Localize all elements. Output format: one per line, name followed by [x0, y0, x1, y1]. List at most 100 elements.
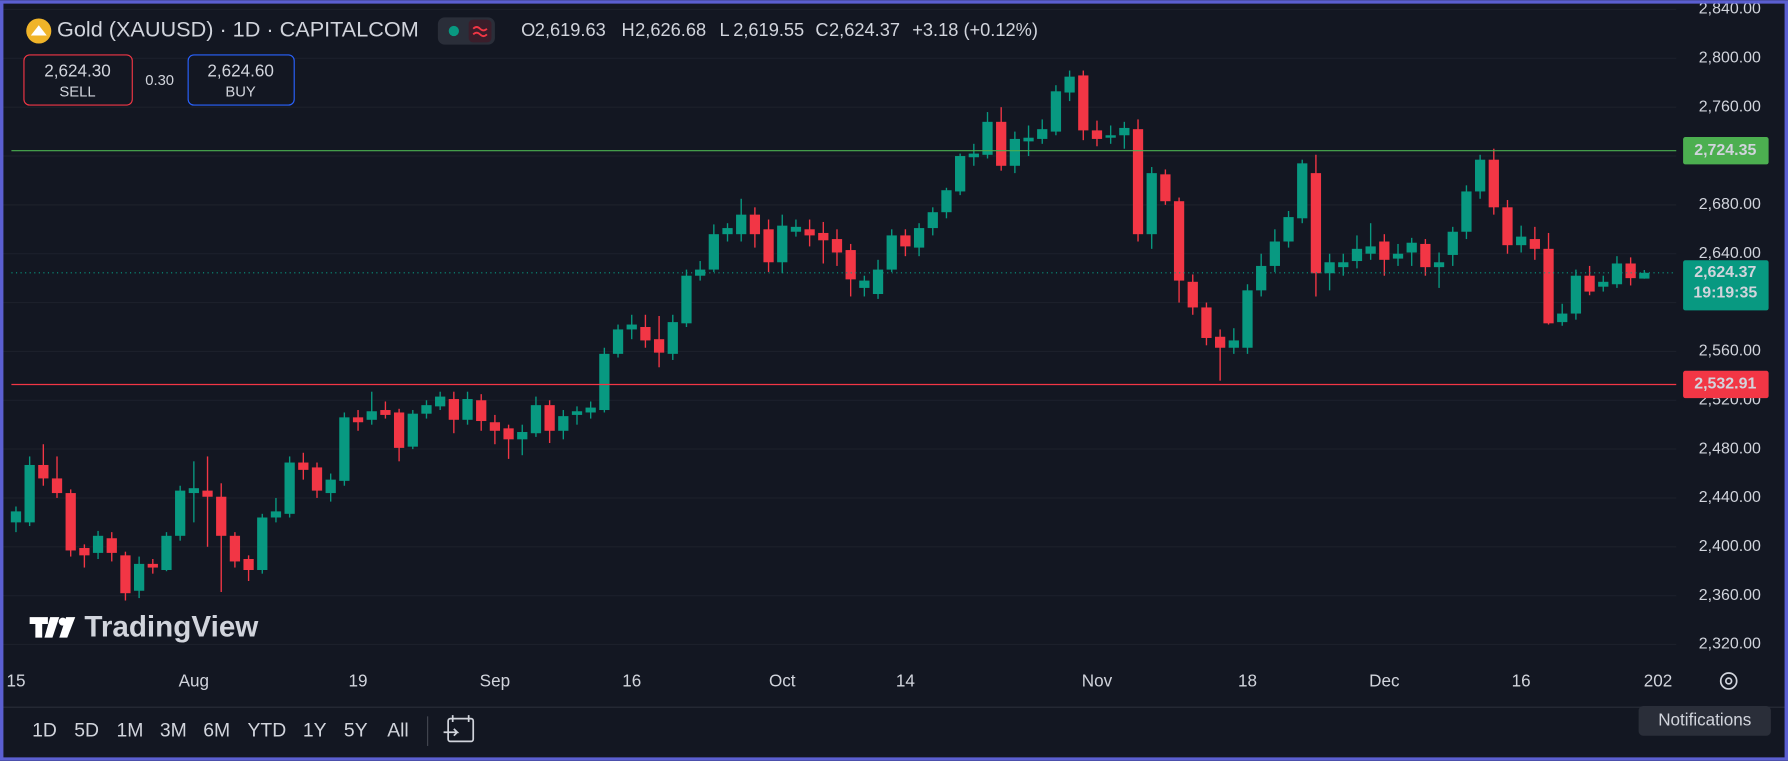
candle-body [448, 399, 459, 420]
ohlc-key: H [621, 19, 634, 40]
candle-body [1529, 239, 1540, 249]
candle-body [1338, 262, 1349, 268]
candle-body [65, 493, 76, 551]
timeframe-button[interactable]: 6M [203, 719, 230, 741]
buy-price: 2,624.60 [207, 62, 274, 81]
candle-body [1584, 275, 1595, 292]
candle-body [1105, 135, 1116, 138]
candle-body [517, 432, 528, 440]
candle-body [216, 496, 227, 536]
candle-body [1269, 241, 1280, 266]
status-dot [448, 25, 459, 37]
x-tick-label: 15 [6, 672, 25, 691]
sell-label: SELL [59, 84, 95, 100]
candle-body [1146, 173, 1157, 235]
timeframe-button[interactable]: 1Y [303, 719, 327, 741]
candle-body [599, 353, 610, 411]
y-tick-label: 2,680.00 [1699, 196, 1761, 213]
sell-price: 2,624.30 [44, 62, 111, 81]
candle-body [1392, 253, 1404, 259]
timeframe-button[interactable]: 5D [74, 719, 99, 741]
candle-body [407, 413, 418, 447]
candle-body [270, 511, 282, 518]
timeframe-button[interactable]: 3M [160, 719, 187, 741]
candle-body [626, 324, 637, 330]
candle-body [462, 399, 473, 420]
symbol-title[interactable]: Gold (XAUUSD) · 1D · CAPITALCOM [57, 17, 419, 42]
candle-body [1365, 246, 1376, 254]
candle-body [913, 228, 925, 248]
plot-area: 2,320.00 2,360.00 2,400.00 2,440.00 2,480.00… [0, 1, 1769, 691]
candle-body [640, 326, 651, 341]
candle-body [1639, 272, 1650, 279]
candle-body [147, 563, 158, 568]
ohlc-key: C [815, 19, 828, 40]
y-tick-label: 2,560.00 [1699, 343, 1761, 360]
buy-button[interactable] [187, 54, 295, 106]
spread: 0.30 [145, 73, 174, 89]
timeframe-button[interactable]: YTD [247, 719, 286, 741]
candle-body [38, 464, 49, 479]
candle-body [175, 490, 186, 536]
ohlc-value: 2,626.68 [635, 19, 706, 40]
candle-body [393, 412, 405, 448]
y-tick-label: 2,800.00 [1699, 50, 1761, 67]
settings-button[interactable] [1719, 672, 1738, 690]
sell-button[interactable] [23, 54, 133, 106]
timeframe-button[interactable]: 5Y [344, 719, 368, 741]
candle-body [1516, 236, 1527, 246]
candle-body [1447, 231, 1458, 255]
candle-body [1256, 265, 1267, 291]
last-price-tag [1683, 260, 1769, 311]
candle-body [1611, 263, 1623, 285]
candle-body [1201, 307, 1212, 338]
candle-body [1173, 201, 1185, 281]
candle-body [243, 559, 254, 570]
candle-body [10, 511, 22, 523]
candle-body [257, 517, 268, 570]
candle-body [106, 538, 117, 553]
candle-body [667, 322, 678, 354]
candle-body [558, 416, 569, 431]
timeframe-button[interactable]: 1D [32, 719, 57, 741]
settings-icon [1724, 677, 1733, 685]
candle-body [886, 235, 897, 270]
y-tick-label: 2,760.00 [1699, 98, 1761, 115]
candle-body [92, 535, 104, 553]
candle-body [763, 229, 774, 263]
watermark-logo [59, 617, 76, 638]
candle-body [1379, 241, 1390, 260]
candle-body [1283, 217, 1294, 242]
candle-body [1420, 243, 1431, 268]
candle-body [435, 396, 446, 407]
y-tick-label: 2,640.00 [1699, 245, 1761, 262]
candle-body [1091, 130, 1103, 139]
candle-body [1433, 262, 1445, 268]
candle-body [1474, 159, 1486, 192]
timeframe-button[interactable]: All [387, 719, 409, 741]
last-price-label: 2,624.37 [1694, 264, 1756, 281]
ohlc-legend: O 2,619.63 H 2,626.68 L 2,619.55 C 2,624.37 +3.1… [521, 19, 1038, 40]
x-tick-label: 16 [1512, 672, 1531, 691]
candle-body [749, 214, 761, 235]
candle-body [188, 488, 199, 494]
timeframe-button[interactable]: 1M [117, 719, 144, 741]
candle-body [1502, 207, 1513, 246]
candle-body [229, 535, 241, 562]
candle-body [831, 239, 843, 253]
candle-body [1214, 336, 1226, 348]
goto-date-button[interactable] [447, 717, 475, 743]
candle-body [1064, 76, 1075, 93]
y-tick-label: 2,360.00 [1699, 587, 1761, 604]
candle-body [804, 229, 815, 236]
ohlc-value: 2,619.55 [733, 19, 804, 40]
candle-body [612, 329, 624, 354]
y-tick-label: 2,440.00 [1699, 489, 1761, 506]
x-tick-label: 14 [896, 672, 915, 691]
candle-body [859, 280, 870, 288]
candle-body [1488, 159, 1499, 208]
candle-body [1297, 163, 1308, 219]
